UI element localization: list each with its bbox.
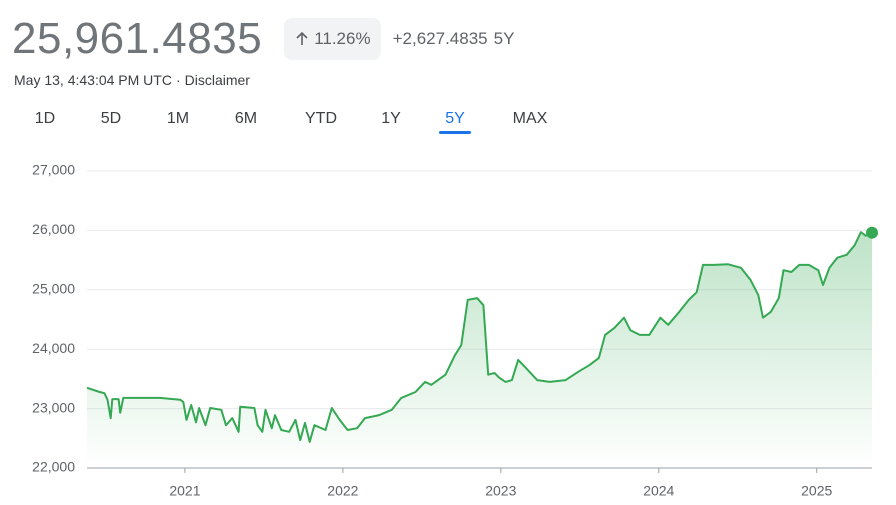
change: +2,627.4835	[392, 29, 488, 48]
x-tick-label: 2024	[643, 483, 674, 499]
range-tab[interactable]: 6M	[235, 110, 257, 127]
y-tick-label: 22,000	[32, 459, 75, 475]
range-tab[interactable]: 1M	[167, 110, 189, 127]
period: 5Y	[493, 29, 515, 48]
y-tick-label: 25,000	[32, 281, 75, 297]
x-tick-label: 2021	[169, 483, 200, 499]
y-tick-label: 26,000	[32, 221, 75, 237]
header: 25,961.4835 11.26% +2,627.4835 5Y	[12, 14, 514, 64]
range-tab[interactable]: YTD	[305, 110, 337, 127]
x-tick-label: 2025	[801, 483, 832, 499]
disclaimer[interactable]: Disclaimer	[184, 72, 250, 88]
range-tab[interactable]: 5D	[101, 110, 121, 127]
tab-underline	[439, 131, 471, 134]
up-arrow-icon	[296, 31, 308, 45]
line	[86, 231, 873, 443]
range-tab[interactable]: MAX	[513, 110, 548, 127]
separator: ·	[175, 72, 181, 88]
y-tick-label: 23,000	[32, 399, 75, 415]
range-tab[interactable]: 1Y	[381, 110, 401, 127]
change-percent: 11.26%	[314, 29, 371, 48]
last-point	[866, 226, 878, 239]
price: 25,961.4835	[12, 14, 263, 63]
x-tick-label: 2023	[485, 483, 516, 499]
timestamp: May 13, 4:43:04 PM UTC	[14, 72, 172, 88]
subtitle: May 13, 4:43:04 PM UTC · Disclaimer	[14, 72, 250, 88]
y-tick-label: 24,000	[32, 340, 75, 356]
range-tab[interactable]: 5Y	[445, 110, 465, 127]
range-tab[interactable]: 1D	[35, 110, 55, 127]
change-chip: 11.26%	[284, 18, 381, 60]
y-tick-label: 27,000	[32, 162, 75, 178]
area	[87, 232, 872, 468]
x-tick-label: 2022	[327, 483, 358, 499]
